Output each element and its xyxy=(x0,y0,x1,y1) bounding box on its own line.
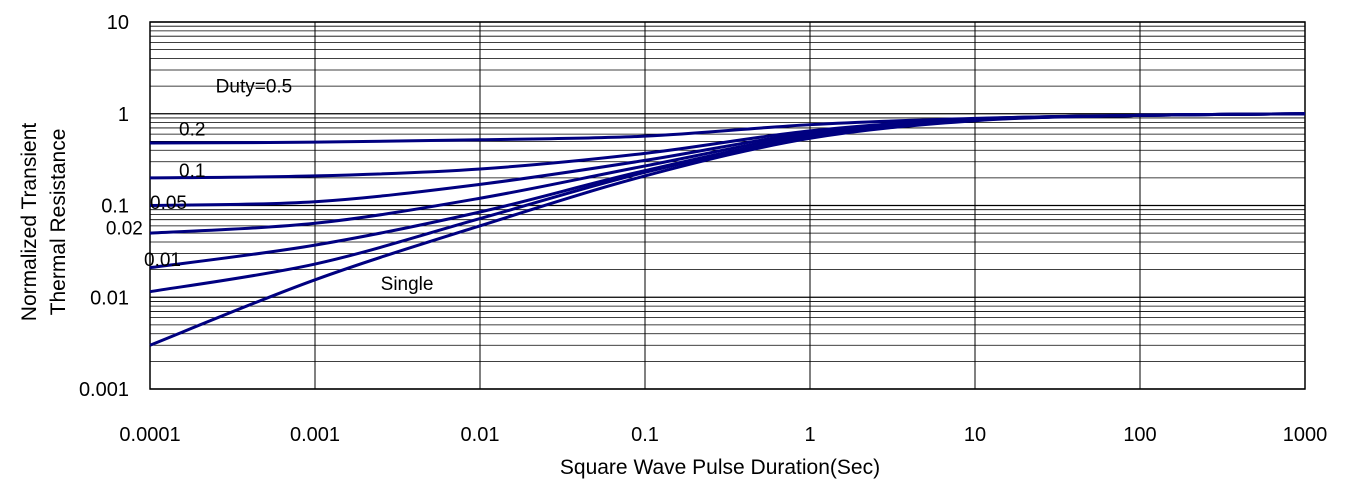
curve-label: Single xyxy=(381,274,434,295)
x-tick-label: 0.0001 xyxy=(119,424,180,446)
curve-label: 0.05 xyxy=(150,193,187,214)
x-tick-label: 0.001 xyxy=(290,424,340,446)
y-axis-title-line-2: Thermal Resistance xyxy=(47,129,70,316)
y-tick-label: 10 xyxy=(107,12,129,34)
x-tick-labels: 0.0001 0.001 0.01 0.1 1 10 100 1000 xyxy=(119,424,1327,446)
curve-labels: Duty=0.5 0.2 0.1 0.05 0.020.01 Single xyxy=(106,77,434,295)
curve-label: 0.02 xyxy=(106,219,143,240)
y-tick-label: 0.001 xyxy=(79,379,129,401)
y-tick-label: 1 xyxy=(118,104,129,126)
x-tick-label: 10 xyxy=(964,424,986,446)
minor-gridlines xyxy=(150,25,1305,362)
y-tick-label: 0.01 xyxy=(90,287,129,309)
x-tick-label: 1 xyxy=(804,424,815,446)
series-lines xyxy=(149,112,1306,347)
curve-label: Duty=0.5 xyxy=(216,77,293,98)
series-line xyxy=(149,112,1306,347)
x-tick-label: 0.01 xyxy=(461,424,500,446)
x-tick-label: 1000 xyxy=(1283,424,1328,446)
x-tick-label: 100 xyxy=(1123,424,1156,446)
series-line xyxy=(149,112,1306,270)
series-line xyxy=(149,112,1306,207)
curve-label: 0.1 xyxy=(179,161,205,182)
y-tick-label: 0.1 xyxy=(101,196,129,218)
y-axis-title: Normalized Transient Thermal Resistance xyxy=(18,123,70,322)
curve-label: 0.2 xyxy=(179,119,205,140)
curve-label: 0.01 xyxy=(144,250,181,271)
x-axis-title: Square Wave Pulse Duration(Sec) xyxy=(560,456,880,479)
y-tick-labels: 0.001 0.01 0.1 1 10 xyxy=(79,12,129,401)
x-tick-label: 0.1 xyxy=(631,424,659,446)
y-axis-title-line-1: Normalized Transient xyxy=(18,123,41,322)
